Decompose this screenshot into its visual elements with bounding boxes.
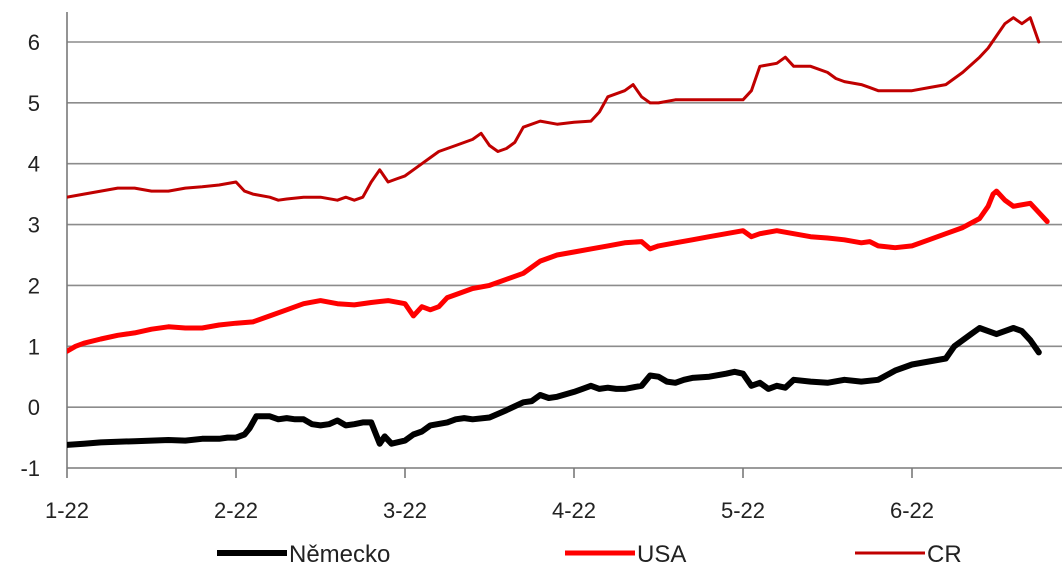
x-tick-label: 1-22 bbox=[45, 498, 89, 523]
y-tick-label: 6 bbox=[28, 30, 40, 55]
y-axis-tick-labels: -1 0 1 2 3 4 5 6 bbox=[20, 30, 40, 481]
y-tick-label: 5 bbox=[28, 91, 40, 116]
x-axis: 1-22 2-22 3-22 4-22 5-22 6-22 bbox=[45, 12, 1062, 523]
x-tick-label: 3-22 bbox=[383, 498, 427, 523]
y-tick-label: 1 bbox=[28, 334, 40, 359]
y-tick-label: 3 bbox=[28, 213, 40, 238]
x-tick-label: 5-22 bbox=[721, 498, 765, 523]
legend: Německo USA CR bbox=[217, 541, 962, 568]
y-tick-label: 4 bbox=[28, 152, 40, 177]
y-tick-label: 2 bbox=[28, 273, 40, 298]
legend-label-2: USA bbox=[637, 541, 686, 568]
legend-label-3: CR bbox=[927, 541, 962, 568]
series-lines bbox=[67, 16, 1050, 448]
x-tick-label: 6-22 bbox=[890, 498, 934, 523]
gridlines bbox=[67, 41, 1062, 408]
x-tick-label: 4-22 bbox=[552, 498, 596, 523]
series-line-1 bbox=[67, 325, 1042, 448]
legend-label-1: Německo bbox=[289, 541, 390, 568]
series-line-3 bbox=[67, 16, 1041, 202]
series-line-2 bbox=[67, 188, 1050, 354]
x-tick-label: 2-22 bbox=[214, 498, 258, 523]
y-tick-label: 0 bbox=[28, 395, 40, 420]
y-tick-label: -1 bbox=[20, 456, 40, 481]
